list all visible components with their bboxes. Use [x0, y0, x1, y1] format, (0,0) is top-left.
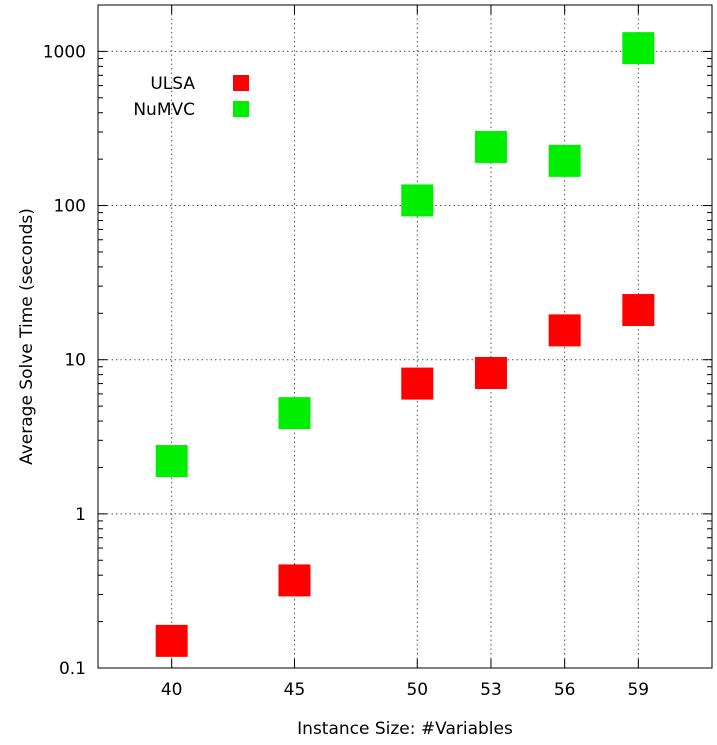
point-ulsa [474, 356, 507, 389]
point-ulsa [401, 367, 434, 400]
x-tick-label: 50 [406, 680, 428, 700]
y-axis: 0.1 1 10 100 1000 [43, 42, 712, 679]
point-numvc [401, 184, 434, 217]
x-axis: 40 45 50 53 56 59 [161, 5, 649, 700]
point-numvc [278, 397, 311, 430]
y-tick-label: 1000 [43, 42, 86, 62]
legend-label-numvc: NuMVC [133, 100, 195, 120]
legend-swatch-ulsa [233, 75, 249, 91]
x-tick-label: 56 [554, 680, 576, 700]
legend: ULSA NuMVC [133, 74, 249, 120]
y-tick-label: 100 [54, 197, 86, 217]
x-axis-title: Instance Size: #Variables [297, 719, 513, 739]
y-tick-label: 1 [75, 505, 86, 525]
point-numvc [548, 144, 581, 177]
y-axis-title: Average Solve Time (seconds) [17, 208, 37, 465]
y-tick-label: 10 [64, 351, 86, 371]
y-tick-label: 0.1 [59, 659, 86, 679]
point-ulsa [548, 314, 581, 347]
point-ulsa [622, 294, 655, 327]
point-ulsa [155, 624, 188, 657]
point-numvc [474, 130, 507, 163]
point-ulsa [278, 564, 311, 597]
legend-label-ulsa: ULSA [150, 74, 195, 94]
x-tick-label: 53 [480, 680, 502, 700]
point-numvc [622, 32, 655, 65]
plot-frame [97, 4, 713, 669]
legend-swatch-numvc [233, 101, 249, 117]
point-numvc [155, 445, 188, 478]
data-points [155, 32, 655, 657]
x-tick-label: 59 [627, 680, 649, 700]
x-tick-label: 45 [284, 680, 306, 700]
x-tick-label: 40 [161, 680, 183, 700]
